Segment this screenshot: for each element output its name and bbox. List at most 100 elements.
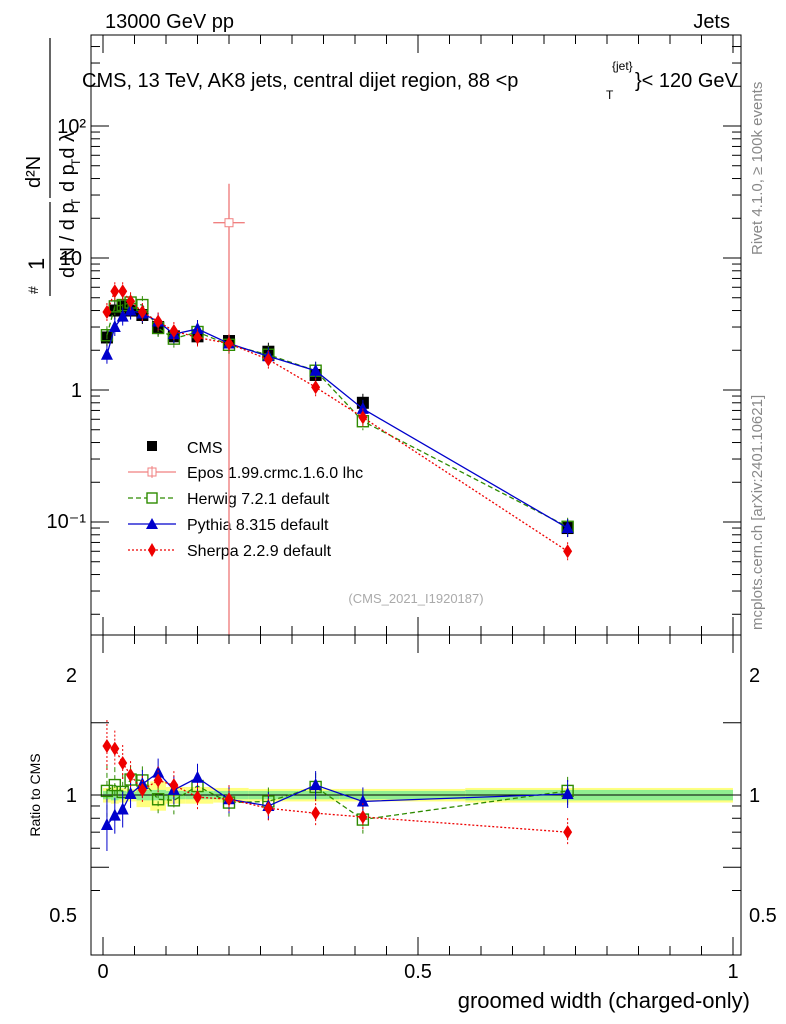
- analysis-id: (CMS_2021_I1920187): [348, 591, 483, 606]
- ratio-data-point: [124, 786, 137, 799]
- data-point: [118, 284, 128, 299]
- svg-text:Sherpa 2.2.9 default: Sherpa 2.2.9 default: [187, 543, 332, 560]
- series-epos: [213, 183, 245, 635]
- ytick-label-1: 1: [71, 380, 82, 402]
- title-main: CMS, 13 TeV, AK8 jets, central dijet reg…: [82, 70, 518, 92]
- x-axis-label: groomed width (charged-only): [458, 988, 750, 1013]
- title-superscript: {jet}: [612, 59, 633, 73]
- main-tick-labels: 10⁻¹ 1 10 10²: [47, 116, 87, 533]
- main-axis-ticks: [91, 35, 741, 635]
- xtick-label-0.5: 0.5: [404, 961, 432, 983]
- ratio-ytick-label-1-right: 1: [749, 785, 760, 807]
- ratio-data-point: [102, 739, 112, 754]
- data-point: [108, 320, 121, 333]
- data-point: [563, 544, 573, 559]
- ratio-data-point: [116, 802, 129, 815]
- ylabel-denominator-2-sub: T: [69, 158, 83, 166]
- ratio-data-point: [100, 817, 113, 830]
- ratio-ytick-label-0.5-right: 0.5: [749, 905, 777, 927]
- ratio-y-axis-label: Ratio to CMS: [27, 753, 43, 836]
- data-point: [169, 323, 179, 338]
- series-sherpa: [102, 282, 573, 561]
- rivet-version-label: Rivet 4.1.0, ≥ 100k events: [749, 82, 766, 255]
- ylabel-denominator-2: d p d λ: [57, 132, 79, 192]
- energy-label: 13000 GeV pp: [105, 11, 234, 33]
- data-point: [102, 304, 112, 319]
- data-point: [126, 294, 136, 309]
- ratio-ytick-label-0.5: 0.5: [49, 905, 77, 927]
- ratio-ytick-label-1: 1: [66, 785, 77, 807]
- ratio-data-point: [118, 755, 128, 770]
- ratio-data-point: [137, 782, 147, 797]
- series-pythia: [100, 301, 574, 538]
- ratio-data-point: [356, 794, 369, 807]
- title-subscript: T: [606, 88, 614, 102]
- data-point: [263, 352, 273, 367]
- ylabel-numerator-2: d²N: [23, 156, 45, 188]
- ratio-data-point: [263, 801, 273, 816]
- ratio-data-point: [110, 741, 120, 756]
- data-point: [224, 218, 234, 228]
- data-point: [110, 284, 120, 299]
- ratio-axis-ticks: [91, 635, 741, 955]
- xtick-label-1: 1: [727, 961, 738, 983]
- ratio-data-point: [311, 806, 321, 821]
- ylabel-numerator: 1: [24, 258, 49, 270]
- legend-entry-herwig: Herwig 7.2.1 default: [128, 491, 330, 508]
- ratio-data-point: [563, 825, 573, 840]
- ratio-data-point: [358, 809, 368, 824]
- ylabel-denominator: d N / d p: [57, 202, 79, 278]
- ratio-data-point: [153, 773, 163, 788]
- ratio-data-point: [224, 792, 234, 807]
- ratio-series-pythia: [100, 758, 574, 851]
- ylabel-hash: #: [25, 286, 41, 294]
- data-point: [356, 401, 369, 414]
- process-label: Jets: [693, 11, 730, 33]
- ytick-label-10: 10: [60, 248, 82, 270]
- data-point: [153, 314, 163, 329]
- ratio-ytick-label-2-right: 2: [749, 665, 760, 687]
- data-point: [309, 363, 322, 376]
- ratio-ytick-label-2: 2: [66, 665, 77, 687]
- data-point: [137, 304, 147, 319]
- ratio-data-point: [108, 778, 122, 792]
- title-end: }< 120 GeV: [635, 70, 739, 92]
- legend-entry-epos: Epos 1.99.crmc.1.6.0 lhc: [128, 465, 363, 482]
- data-point: [561, 521, 574, 534]
- ratio-data-point: [561, 786, 574, 799]
- data-point: [193, 330, 202, 345]
- main-y-axis-label: 1 # d N / d p T d²N d p d λ T: [23, 38, 83, 296]
- legend-entry-cms: CMS: [147, 440, 223, 457]
- svg-text:Herwig 7.2.1 default: Herwig 7.2.1 default: [187, 491, 330, 508]
- data-point: [191, 321, 204, 334]
- series-line: [106, 309, 568, 529]
- ratio-tick-labels: 0.5 1 2 0.5 1 2 0 0.5 1: [49, 665, 777, 983]
- mcplots-label: mcplots.cern.ch [arXiv:2401.10621]: [749, 395, 766, 630]
- ytick-label-100: 10²: [57, 116, 86, 138]
- xtick-label-0: 0: [97, 961, 108, 983]
- data-point: [108, 300, 122, 313]
- data-point: [311, 380, 321, 395]
- data-point: [100, 347, 113, 360]
- ratio-series-sherpa: [102, 720, 573, 847]
- svg-text:Pythia 8.315 default: Pythia 8.315 default: [187, 517, 329, 534]
- data-point: [358, 410, 368, 425]
- data-point: [224, 336, 234, 351]
- ytick-label-0.1: 10⁻¹: [47, 511, 87, 533]
- svg-text:Epos 1.99.crmc.1.6.0 lhc: Epos 1.99.crmc.1.6.0 lhc: [187, 465, 363, 482]
- legend-entry-sherpa: Sherpa 2.2.9 default: [128, 543, 332, 560]
- plot-title: CMS, 13 TeV, AK8 jets, central dijet reg…: [82, 59, 739, 102]
- ratio-data-point: [193, 790, 202, 805]
- ratio-data-point: [169, 778, 179, 793]
- svg-text:CMS: CMS: [187, 440, 223, 457]
- ratio-data-point: [108, 808, 121, 821]
- ratio-data-point: [126, 768, 136, 783]
- legend: CMS Epos 1.99.crmc.1.6.0 lhc Herwig 7.2.…: [128, 440, 363, 560]
- ratio-data-point: [309, 778, 322, 791]
- ratio-data-point: [151, 793, 165, 806]
- legend-entry-pythia: Pythia 8.315 default: [128, 517, 329, 534]
- ratio-data-point: [191, 770, 204, 783]
- data-point: [116, 309, 129, 322]
- ratio-series-layer: [100, 720, 574, 851]
